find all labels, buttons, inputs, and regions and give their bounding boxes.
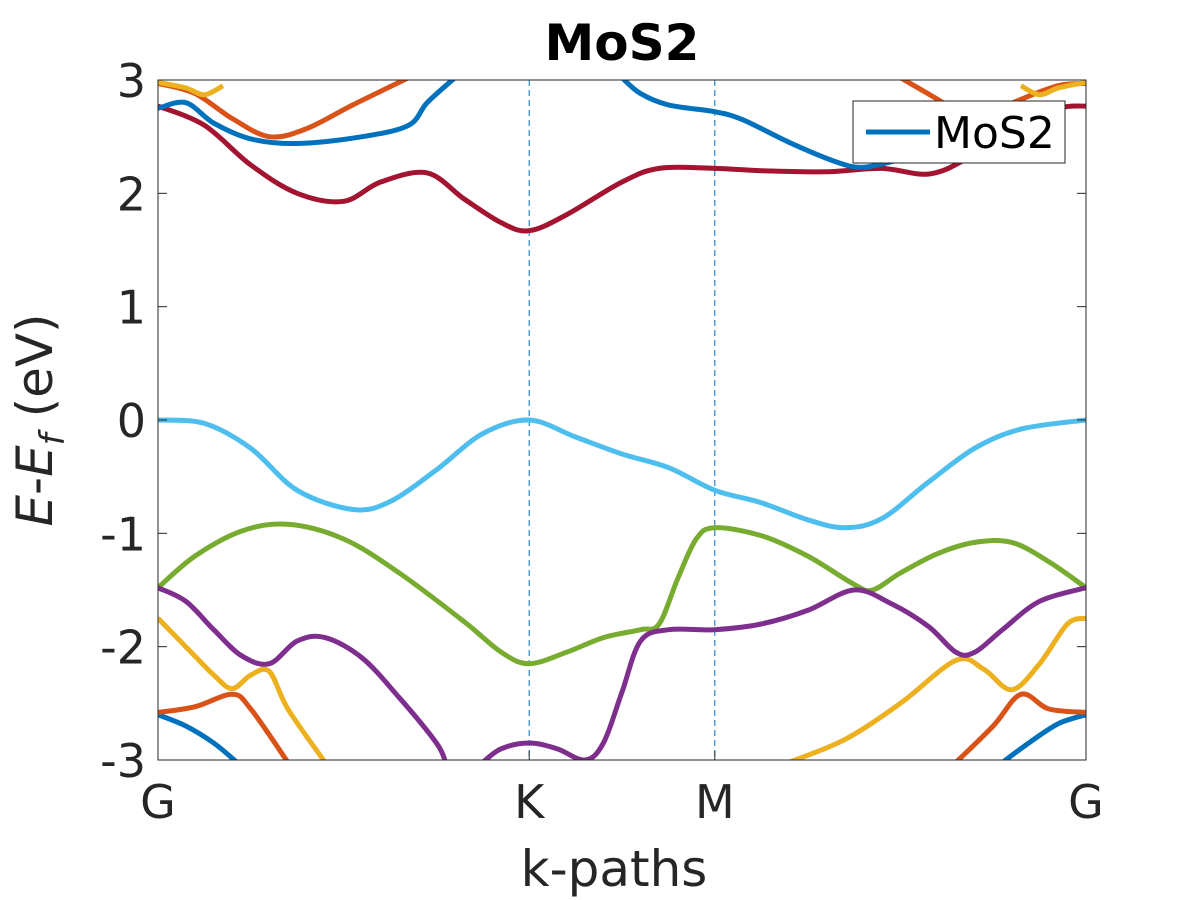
y-tick-label: -3 (100, 734, 146, 788)
y-axis-ticks: -3 -2 -1 0 1 2 3 (100, 54, 1086, 788)
y-axis-label-e: E (6, 495, 64, 527)
x-tick-label: G (1068, 775, 1104, 829)
band-line-14 (788, 615, 1086, 760)
band-line-10 (954, 691, 1086, 760)
x-tick-label: G (140, 775, 176, 829)
y-axis-label-dash: - (6, 477, 64, 495)
band-line-11 (158, 80, 225, 98)
y-tick-label: 3 (117, 54, 146, 108)
y-tick-label: -2 (100, 621, 146, 675)
y-tick-label: 2 (117, 167, 146, 221)
x-tick-label: M (695, 775, 735, 829)
band-line-0 (158, 417, 1086, 531)
x-tick-label: K (514, 775, 546, 829)
y-tick-label: -1 (100, 507, 146, 561)
band-line-1 (158, 103, 1086, 234)
band-line-13 (158, 616, 327, 760)
band-line-16 (158, 585, 448, 760)
chart-title: MoS2 (545, 14, 700, 72)
legend-label: MoS2 (934, 108, 1055, 159)
band-line-4 (158, 712, 239, 760)
band-line-12 (1019, 80, 1086, 98)
y-axis-label-unit: (eV) (6, 313, 64, 433)
y-tick-label: 1 (117, 281, 146, 335)
x-axis-label: k-paths (521, 840, 708, 898)
band-line-5 (1001, 712, 1086, 760)
band-line-9 (158, 691, 290, 760)
y-axis-label: E-Ef (eV) (6, 313, 73, 526)
band-series-group (158, 80, 1086, 760)
band-line-3 (620, 80, 901, 170)
y-tick-label: 0 (117, 394, 146, 448)
y-axis-label-ef: E (6, 445, 64, 477)
legend: MoS2 (852, 100, 1066, 164)
band-line-2 (158, 80, 457, 147)
band-line-17 (481, 585, 1086, 760)
band-line-15 (158, 521, 1086, 667)
